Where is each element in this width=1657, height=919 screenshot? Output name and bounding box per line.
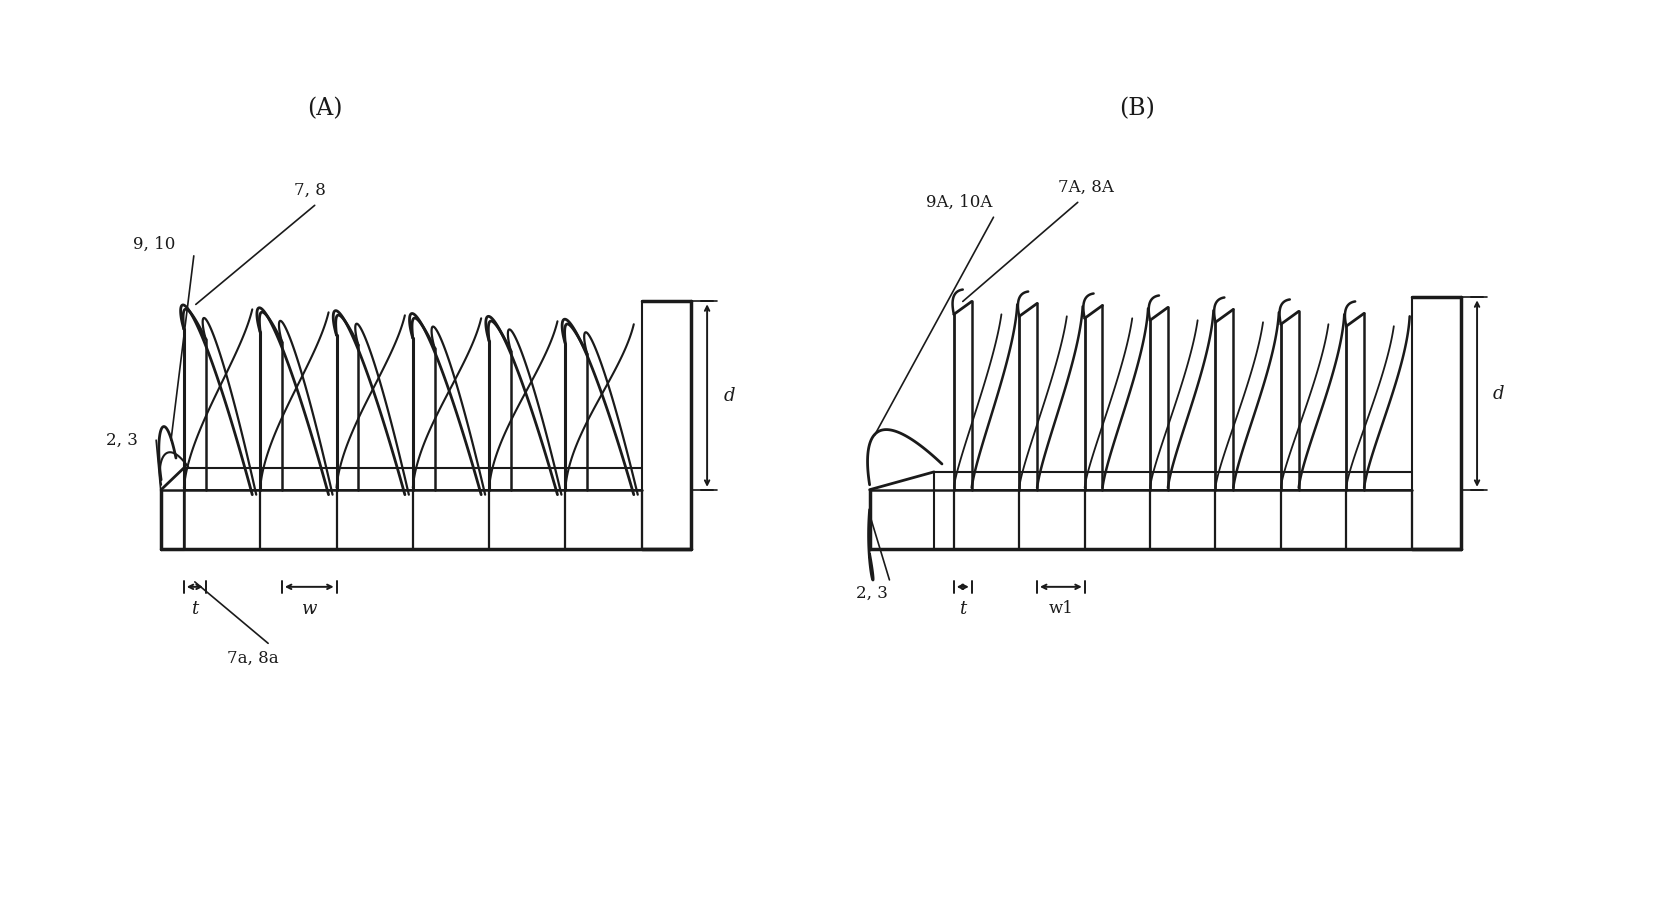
Text: (B): (B) [1118,96,1155,119]
Text: t: t [959,599,966,618]
Text: 2, 3: 2, 3 [855,585,888,602]
Text: 2, 3: 2, 3 [106,432,138,448]
Text: 7a, 8a: 7a, 8a [227,650,278,666]
Text: 7A, 8A: 7A, 8A [1057,179,1114,196]
Text: (A): (A) [307,96,343,119]
Text: 9, 10: 9, 10 [133,235,176,253]
Text: d: d [722,387,734,404]
Text: w1: w1 [1049,600,1074,618]
Text: w: w [302,599,316,618]
Text: t: t [191,599,199,618]
Text: d: d [1493,385,1505,403]
Text: 9A, 10A: 9A, 10A [926,194,993,210]
Text: 7, 8: 7, 8 [293,182,326,199]
